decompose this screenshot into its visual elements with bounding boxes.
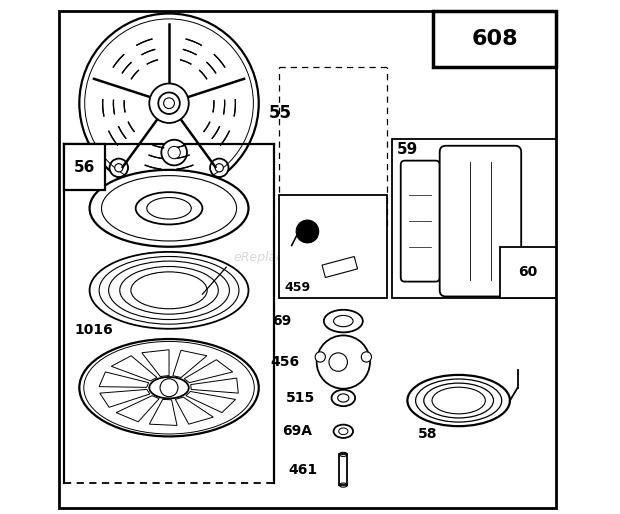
Circle shape bbox=[158, 93, 180, 114]
Text: 461: 461 bbox=[288, 463, 317, 476]
Polygon shape bbox=[142, 350, 169, 376]
Circle shape bbox=[149, 83, 188, 123]
Ellipse shape bbox=[89, 170, 249, 247]
Circle shape bbox=[315, 352, 326, 362]
Circle shape bbox=[160, 379, 178, 397]
Ellipse shape bbox=[136, 192, 202, 225]
Polygon shape bbox=[116, 396, 159, 422]
Text: 56: 56 bbox=[74, 160, 95, 175]
Circle shape bbox=[361, 352, 371, 362]
Text: 58: 58 bbox=[418, 427, 437, 441]
Bar bbox=[279, 195, 387, 298]
Circle shape bbox=[161, 140, 187, 166]
Circle shape bbox=[317, 336, 370, 389]
FancyBboxPatch shape bbox=[440, 146, 521, 297]
Text: eReplacementParts.com: eReplacementParts.com bbox=[234, 250, 386, 264]
Polygon shape bbox=[100, 390, 150, 407]
Polygon shape bbox=[173, 350, 207, 377]
Text: 456: 456 bbox=[270, 355, 299, 369]
Ellipse shape bbox=[79, 339, 259, 436]
Polygon shape bbox=[184, 360, 232, 382]
Circle shape bbox=[329, 353, 347, 371]
FancyBboxPatch shape bbox=[401, 161, 440, 282]
Polygon shape bbox=[186, 392, 236, 413]
Bar bbox=[433, 11, 556, 67]
Text: 69: 69 bbox=[273, 314, 292, 328]
Text: 459: 459 bbox=[285, 281, 311, 294]
Circle shape bbox=[115, 163, 123, 172]
Text: 60: 60 bbox=[518, 265, 538, 280]
Ellipse shape bbox=[334, 425, 353, 438]
Ellipse shape bbox=[338, 394, 349, 402]
Circle shape bbox=[296, 220, 319, 243]
Text: 1016: 1016 bbox=[74, 323, 113, 337]
Ellipse shape bbox=[324, 310, 363, 333]
Text: 608: 608 bbox=[471, 29, 518, 49]
Text: 69A: 69A bbox=[282, 424, 312, 438]
Polygon shape bbox=[99, 372, 149, 388]
Circle shape bbox=[164, 98, 174, 108]
Bar bbox=[500, 247, 556, 298]
Ellipse shape bbox=[149, 377, 188, 398]
Text: 59: 59 bbox=[397, 142, 419, 157]
Text: 55: 55 bbox=[269, 104, 292, 122]
Text: 515: 515 bbox=[285, 391, 314, 405]
Bar bbox=[339, 454, 347, 485]
Bar bbox=[322, 256, 358, 278]
Circle shape bbox=[210, 159, 229, 177]
Bar bbox=[64, 144, 105, 190]
Polygon shape bbox=[149, 399, 177, 426]
Circle shape bbox=[168, 146, 180, 159]
Polygon shape bbox=[175, 397, 213, 424]
Ellipse shape bbox=[339, 428, 348, 435]
Circle shape bbox=[215, 163, 223, 172]
Ellipse shape bbox=[332, 390, 355, 406]
Ellipse shape bbox=[334, 316, 353, 327]
Bar bbox=[392, 139, 556, 298]
Polygon shape bbox=[111, 356, 157, 381]
Circle shape bbox=[79, 13, 259, 193]
Circle shape bbox=[110, 159, 128, 177]
Polygon shape bbox=[191, 378, 238, 393]
